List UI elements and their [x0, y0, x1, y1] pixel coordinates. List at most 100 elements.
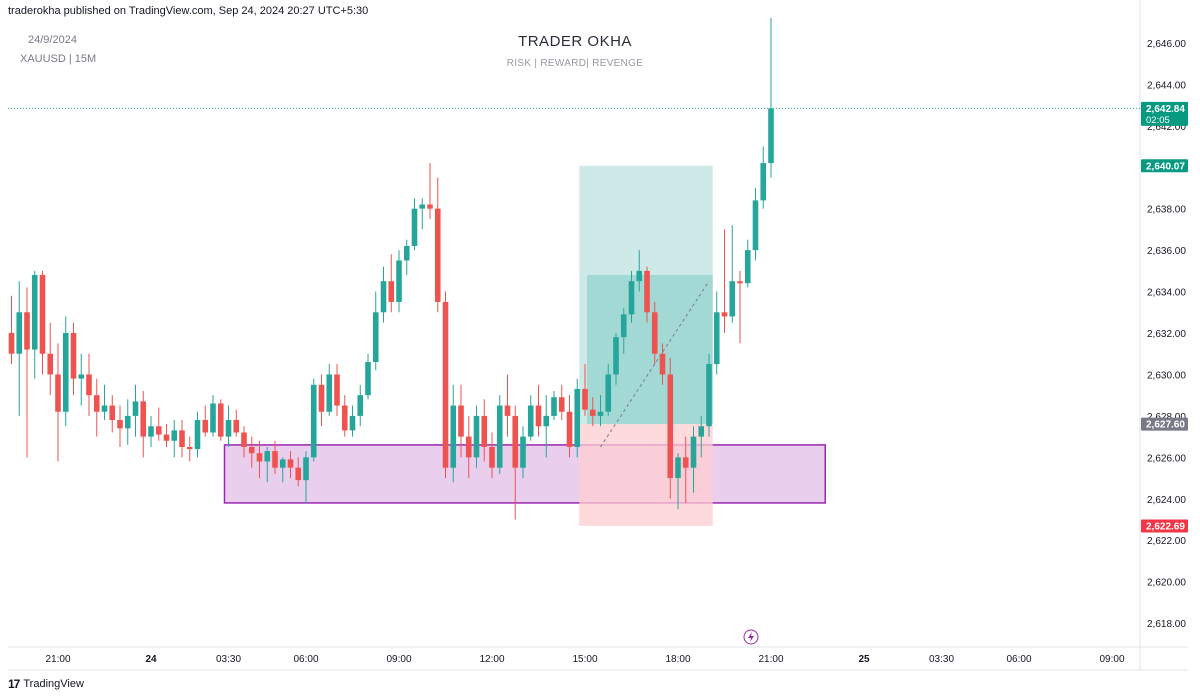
chart-meta: 24/9/2024 XAUUSD | 15M — [20, 31, 96, 69]
candle-body — [644, 270, 650, 313]
price-label-text: 2,622.69 — [1146, 521, 1185, 532]
candle-body — [47, 353, 54, 375]
candle-body — [744, 250, 751, 284]
footer-brand-label: TradingView — [23, 678, 84, 690]
candle-body — [217, 403, 224, 437]
candle-body — [713, 312, 720, 365]
tradingview-logo-icon: 17 — [8, 677, 20, 691]
price-tick-label: 2,622.00 — [1147, 536, 1186, 547]
candle-body — [427, 204, 433, 209]
candle-body — [241, 432, 247, 447]
candle-body — [512, 415, 519, 468]
time-tick-label: 09:00 — [386, 654, 411, 665]
time-tick-label: 25 — [858, 654, 870, 665]
candle-body — [403, 245, 410, 261]
publisher-line: traderokha published on TradingView.com,… — [8, 5, 369, 17]
price-tick-label: 2,634.00 — [1147, 288, 1186, 299]
candle-body — [450, 405, 457, 468]
price-tick-label: 2,646.00 — [1147, 39, 1186, 50]
candle-body — [140, 401, 147, 437]
candle-body — [659, 353, 666, 375]
price-label-countdown: 02:05 — [1146, 115, 1170, 126]
candle-body — [527, 405, 534, 437]
candle-body — [93, 395, 100, 412]
chart-title-block: TRADER OKHA RISK | REWARD| REVENGE — [475, 33, 675, 69]
candle-body — [721, 312, 728, 317]
price-label-target — [1141, 159, 1188, 173]
candle-body — [520, 436, 526, 468]
footer-brand: 17 TradingView — [8, 677, 84, 691]
candle-body — [303, 457, 309, 481]
candle-body — [39, 274, 46, 354]
candle-body — [24, 312, 30, 350]
candle-body — [171, 430, 178, 441]
candle-body — [372, 312, 379, 363]
price-label-entry — [1141, 417, 1188, 431]
candle-body — [411, 208, 418, 246]
candle-body — [357, 395, 364, 416]
time-tick-label: 15:00 — [572, 654, 597, 665]
candle-body — [419, 204, 426, 209]
candle-body — [287, 459, 294, 468]
candle-body — [380, 281, 387, 313]
candle-body — [163, 434, 170, 441]
candle-body — [31, 274, 38, 350]
candle-body — [155, 426, 162, 435]
price-tick-label: 2,630.00 — [1147, 370, 1186, 381]
position-loss-area — [579, 424, 713, 526]
candle-body — [690, 436, 697, 468]
candle-body — [442, 301, 449, 468]
candle-body — [365, 362, 371, 396]
price-label-last — [1141, 101, 1188, 126]
candle-body — [279, 459, 286, 468]
candle-body — [473, 415, 480, 458]
time-tick-label: 24 — [145, 654, 157, 665]
candle-body — [8, 333, 15, 354]
candle-body — [341, 405, 348, 431]
candle-body — [256, 453, 263, 462]
candle-body — [434, 208, 441, 302]
price-label-text: 2,642.84 — [1146, 104, 1185, 115]
candle-body — [613, 337, 619, 375]
time-tick-label: 21:00 — [758, 654, 783, 665]
candle-body — [760, 163, 767, 201]
candle-body — [589, 409, 596, 416]
candle-body — [295, 467, 302, 481]
candle-body — [582, 388, 588, 410]
candle-body — [481, 415, 488, 447]
candle-body — [458, 405, 464, 437]
candle-body — [124, 415, 131, 429]
chart-subtitle: RISK | REWARD| REVENGE — [506, 58, 644, 69]
time-tick-label: 18:00 — [665, 654, 690, 665]
price-tick-label: 2,628.00 — [1147, 412, 1186, 423]
price-label-text: 2,640.07 — [1146, 161, 1185, 172]
candle-body — [636, 270, 643, 282]
candle-body — [310, 384, 317, 458]
price-tick-label: 2,636.00 — [1147, 246, 1186, 257]
candle-body — [148, 426, 154, 437]
price-tick-label: 2,626.00 — [1147, 453, 1186, 464]
candle-body — [620, 314, 627, 338]
candle-body — [55, 374, 61, 412]
candle-body — [16, 312, 23, 354]
price-tick-label: 2,638.00 — [1147, 205, 1186, 216]
candle-body — [706, 364, 712, 427]
candle-body — [729, 281, 736, 317]
candle-body — [225, 420, 232, 437]
candle-body — [117, 420, 123, 429]
candle-body — [186, 446, 193, 450]
candle-body — [574, 388, 581, 447]
candle-body — [326, 374, 333, 412]
candle-body — [248, 446, 255, 454]
time-tick-label: 21:00 — [45, 654, 70, 665]
candle-body — [202, 420, 209, 433]
candle-body — [272, 451, 278, 468]
candle-body — [210, 403, 216, 433]
candle-body — [667, 374, 674, 479]
candle-body — [101, 405, 108, 412]
candle-body — [752, 200, 759, 251]
candle-body — [597, 411, 604, 416]
chart-symbol: XAUUSD | 15M — [20, 53, 97, 65]
candle-body — [558, 397, 565, 412]
